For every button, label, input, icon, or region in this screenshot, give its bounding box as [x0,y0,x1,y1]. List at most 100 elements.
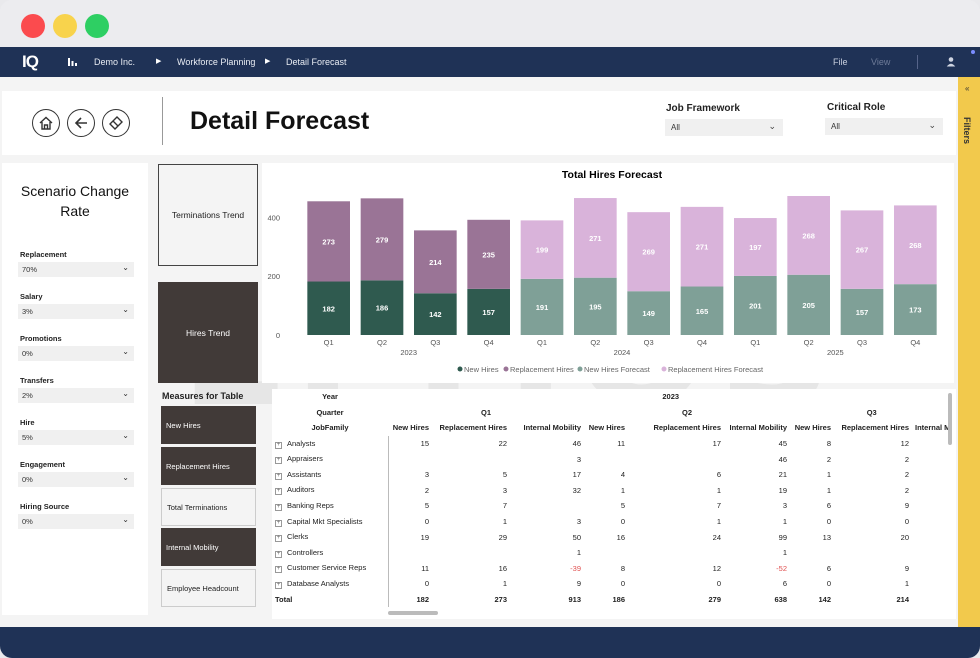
file-menu[interactable]: File [833,57,848,67]
expand-icon[interactable]: + [275,581,282,589]
legend-marker [577,366,583,372]
expand-icon[interactable]: + [275,519,282,527]
legend-item[interactable]: New Hires [464,365,499,374]
total-label: Total [272,591,389,608]
bar-replacement-hires-forecast[interactable] [840,210,884,289]
param-dropdown[interactable]: 3% ⌄ [18,304,134,319]
filters-label: Filters [962,117,972,145]
job-family-cell[interactable]: + Assistants [272,466,389,483]
bar-new-hires[interactable] [467,288,510,335]
value-cell: -39 [570,563,581,573]
bar-replacement-hires[interactable] [414,230,457,294]
chevron-down-icon: ⌄ [122,515,129,524]
bar-new-hires-forecast[interactable] [734,275,777,335]
bar-replacement-hires[interactable] [307,201,350,282]
bar-new-hires-forecast[interactable] [574,277,617,335]
legend-item[interactable]: Replacement Hires [510,365,574,374]
minimize-window-button[interactable] [53,14,77,38]
expand-icon[interactable]: + [275,441,282,449]
param-dropdown[interactable]: 0% ⌄ [18,514,134,529]
breadcrumb-item[interactable]: Workforce Planning [177,57,256,67]
job-family-cell[interactable]: + Banking Reps [272,498,389,514]
data-label: 182 [322,304,335,313]
bar-new-hires-forecast[interactable] [840,288,884,335]
job-family-cell[interactable]: + Customer Service Reps [272,560,389,577]
bar-new-hires[interactable] [307,281,350,335]
measure-button[interactable]: New Hires [161,406,256,444]
bar-replacement-hires[interactable] [467,219,510,289]
total-cell: 913 [568,595,581,605]
job-family-cell[interactable]: + Capital Mkt Specialists [272,513,389,530]
chevron-down-icon: ⌄ [928,120,936,130]
bar-new-hires[interactable] [414,293,457,335]
bar-new-hires-forecast[interactable] [627,291,670,335]
bar-replacement-hires[interactable] [360,198,404,281]
bar-new-hires-forecast[interactable] [787,274,830,335]
horizontal-scrollbar[interactable] [388,611,438,615]
expand-icon[interactable]: + [275,457,282,465]
param-dropdown[interactable]: 2% ⌄ [18,388,134,403]
x-tick-label: Q4 [484,338,494,347]
job-family-cell[interactable]: + Appraisers [272,451,389,467]
expand-icon[interactable]: + [275,503,282,511]
breadcrumb-item[interactable]: Detail Forecast [286,57,347,67]
bar-new-hires[interactable] [360,280,404,335]
value-cell: 17 [572,470,581,480]
app-logo[interactable]: IQ [22,52,39,71]
bar-replacement-hires-forecast[interactable] [627,212,670,292]
close-window-button[interactable] [21,14,45,38]
expand-icon[interactable]: + [275,472,282,480]
job-family-cell[interactable]: + Auditors [272,482,389,499]
clear-filters-button[interactable] [102,109,130,137]
bar-replacement-hires-forecast[interactable] [574,198,617,278]
value-cell: 0 [826,517,831,527]
job-family-cell[interactable]: + Clerks [272,529,389,545]
critical-role-dropdown[interactable]: All ⌄ [825,118,943,135]
bar-replacement-hires-forecast[interactable] [520,220,564,279]
job-family-cell[interactable]: + Database Analysts [272,576,389,592]
measure-button[interactable]: Employee Headcount [161,569,256,607]
param-dropdown[interactable]: 0% ⌄ [18,472,134,487]
param-dropdown[interactable]: 70% ⌄ [18,262,134,277]
value-cell [510,498,584,514]
job-family-cell[interactable]: + Analysts [272,435,389,452]
measure-button[interactable]: Total Terminations [161,488,256,526]
value-cell: 46 [778,454,787,464]
value-cell [912,483,953,499]
param-dropdown[interactable]: 5% ⌄ [18,430,134,445]
legend-item[interactable]: New Hires Forecast [584,365,651,374]
data-label: 271 [696,243,709,252]
back-button[interactable] [67,109,95,137]
measure-button[interactable]: Replacement Hires [161,447,256,485]
bar-new-hires-forecast[interactable] [520,278,564,335]
vertical-scrollbar[interactable] [948,393,952,445]
breadcrumb-workspace[interactable]: Demo Inc. [94,57,136,67]
bar-replacement-hires-forecast[interactable] [894,205,937,285]
bar-new-hires-forecast[interactable] [894,284,937,335]
expand-icon[interactable]: + [275,550,282,558]
job-framework-dropdown[interactable]: All ⌄ [665,119,783,136]
job-family-cell[interactable]: + Controllers [272,544,389,561]
param-dropdown[interactable]: 0% ⌄ [18,346,134,361]
view-menu[interactable]: View [871,57,891,67]
home-button[interactable] [32,109,60,137]
filters-pane[interactable]: « Filters [958,77,980,627]
bar-replacement-hires-forecast[interactable] [680,206,724,287]
bar-replacement-hires-forecast[interactable] [734,218,777,276]
bar-replacement-hires-forecast[interactable] [787,195,830,275]
terminations-trend-button[interactable]: Terminations Trend [158,164,258,266]
legend-item[interactable]: Replacement Hires Forecast [668,365,764,374]
maximize-window-button[interactable] [85,14,109,38]
divider [162,97,163,145]
value-cell: 17 [712,439,721,449]
measure-button[interactable]: Internal Mobility [161,528,256,566]
quarter-header: Quarter [316,407,344,417]
expand-icon[interactable]: + [275,488,282,496]
hires-trend-button[interactable]: Hires Trend [158,282,258,383]
value-cell: 2 [424,485,429,495]
bar-new-hires-forecast[interactable] [680,286,724,335]
user-icon[interactable] [946,56,956,67]
expand-icon[interactable]: + [275,566,282,574]
chevron-left-icon[interactable]: « [965,84,970,93]
expand-icon[interactable]: + [275,535,282,543]
